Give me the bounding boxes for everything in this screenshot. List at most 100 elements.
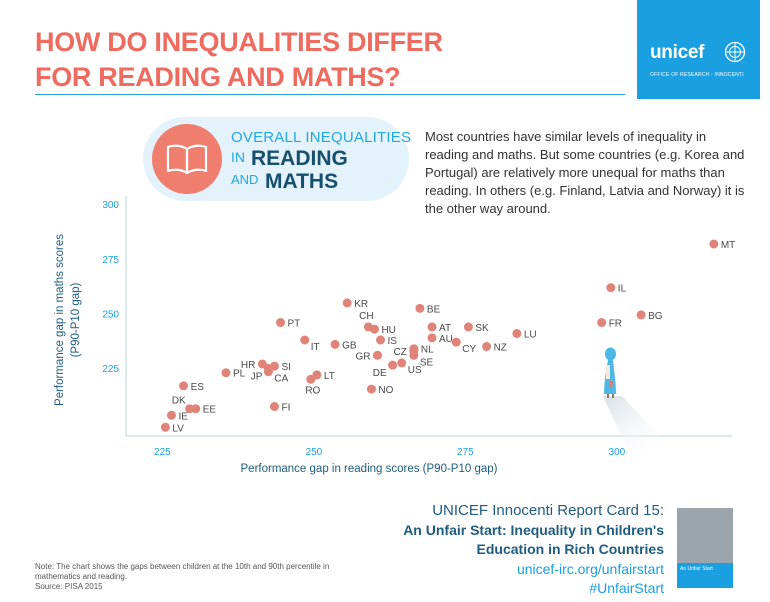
point-label-at: AT: [439, 323, 451, 334]
unicef-emblem-icon: [724, 41, 746, 63]
point-pl: [221, 368, 231, 378]
point-il: [606, 283, 616, 293]
point-label-de: DE: [373, 368, 387, 379]
report-title-line1: An Unfair Start: Inequality in Children'…: [403, 522, 664, 538]
girl-shadow: [603, 396, 672, 450]
point-label-hu: HU: [381, 325, 395, 336]
point-ca: [263, 367, 273, 377]
point-de: [388, 360, 398, 370]
point-it: [300, 335, 310, 345]
point-label-si: SI: [281, 362, 290, 373]
point-lu: [512, 328, 522, 338]
badge-maths: MATHS: [265, 170, 339, 193]
point-is: [376, 335, 386, 345]
point-mt: [709, 239, 719, 249]
point-pt: [276, 318, 286, 328]
point-label-cy: CY: [462, 344, 476, 355]
y-tick-label: 300: [102, 200, 119, 211]
x-tick-label: 275: [457, 447, 474, 458]
point-fi: [269, 402, 279, 412]
report-card-label: UNICEF Innocenti Report Card 15:: [432, 502, 664, 519]
point-label-us: US: [408, 365, 422, 376]
x-tick-label: 225: [154, 447, 171, 458]
point-se: [409, 350, 419, 360]
point-label-jp: JP: [251, 371, 263, 382]
badge-in: IN: [231, 149, 245, 165]
y-axis-label-unit: (P90-P10 gap): [70, 282, 82, 357]
point-label-ie: IE: [178, 411, 188, 422]
point-label-kr: KR: [354, 299, 368, 310]
point-label-fi: FI: [281, 403, 290, 414]
point-label-il: IL: [618, 284, 627, 295]
title-divider: [35, 94, 625, 95]
report-hashtag: #UnfairStart: [589, 580, 664, 596]
point-label-it: IT: [311, 342, 320, 353]
chart-description: Most countries have similar levels of in…: [425, 129, 745, 216]
page-title-line2: FOR READING AND MATHS?: [35, 62, 401, 92]
point-label-nz: NZ: [494, 343, 507, 354]
girl-figure-icon: [604, 347, 616, 398]
point-label-is: IS: [388, 336, 398, 347]
point-label-sk: SK: [475, 323, 489, 334]
point-ro: [306, 374, 316, 384]
point-no: [366, 384, 376, 394]
report-title-line2: Education in Rich Countries: [476, 541, 664, 557]
point-label-hr: HR: [241, 360, 255, 371]
point-label-ro: RO: [305, 385, 320, 396]
point-label-bg: BG: [648, 311, 663, 322]
badge-overall-inequalities: OVERALL INEQUALITIES: [231, 129, 412, 146]
point-fr: [597, 318, 607, 328]
note-source: Source: PISA 2015: [35, 582, 103, 591]
y-tick-label: 275: [102, 255, 119, 266]
point-sk: [463, 322, 473, 332]
badge-and: AND: [231, 172, 259, 187]
point-label-lu: LU: [524, 329, 537, 340]
point-label-ch: CH: [359, 311, 373, 322]
point-label-nl: NL: [421, 345, 434, 356]
point-ee: [191, 404, 201, 414]
unicef-logo-block: unicef OFFICE OF RESEARCH - INNOCENTI: [637, 0, 760, 99]
point-hu: [369, 324, 379, 334]
point-be: [415, 303, 425, 313]
point-label-mt: MT: [721, 240, 735, 251]
point-label-es: ES: [191, 382, 205, 393]
point-label-ca: CA: [274, 374, 288, 385]
book-icon: [166, 144, 208, 175]
point-label-au: AU: [439, 334, 453, 345]
report-cover-image: An Unfair Start: [677, 508, 733, 588]
report-url-link[interactable]: unicef-irc.org/unfairstart: [516, 561, 664, 577]
point-label-ee: EE: [203, 405, 217, 416]
point-label-pl: PL: [233, 369, 246, 380]
x-axis-label: Performance gap in reading scores (P90-P…: [241, 463, 498, 475]
chart-note: Note: The chart shows the gaps between c…: [35, 562, 375, 592]
point-label-dk: DK: [172, 396, 186, 407]
point-au: [427, 333, 437, 343]
point-es: [179, 381, 189, 391]
point-label-be: BE: [427, 304, 441, 315]
unicef-office-subtitle: OFFICE OF RESEARCH - INNOCENTI: [650, 72, 744, 78]
point-label-se: SE: [420, 357, 434, 368]
point-label-no: NO: [378, 385, 393, 396]
point-label-pt: PT: [288, 319, 301, 330]
point-label-lv: LV: [172, 423, 184, 434]
note-line2: mathematics and reading.: [35, 572, 128, 581]
point-label-lt: LT: [324, 371, 335, 382]
x-tick-label: 250: [306, 447, 323, 458]
point-us: [397, 358, 407, 368]
point-label-fr: FR: [609, 319, 622, 330]
point-label-gb: GB: [342, 340, 357, 351]
y-tick-label: 225: [102, 364, 119, 375]
x-tick-label: 300: [609, 447, 626, 458]
unicef-logo-text: unicef: [650, 42, 705, 63]
badge-reading: READING: [251, 147, 348, 170]
note-line1: Note: The chart shows the gaps between c…: [35, 562, 330, 571]
point-label-gr: GR: [355, 351, 370, 362]
page-title-line1: HOW DO INEQUALITIES DIFFER: [35, 27, 443, 57]
point-nz: [482, 342, 492, 352]
point-kr: [342, 298, 352, 308]
point-label-cz: CZ: [394, 347, 407, 358]
point-bg: [636, 310, 646, 320]
y-axis-label: Performance gap in maths scores: [54, 234, 66, 406]
report-cover-title: An Unfair Start: [680, 566, 713, 572]
